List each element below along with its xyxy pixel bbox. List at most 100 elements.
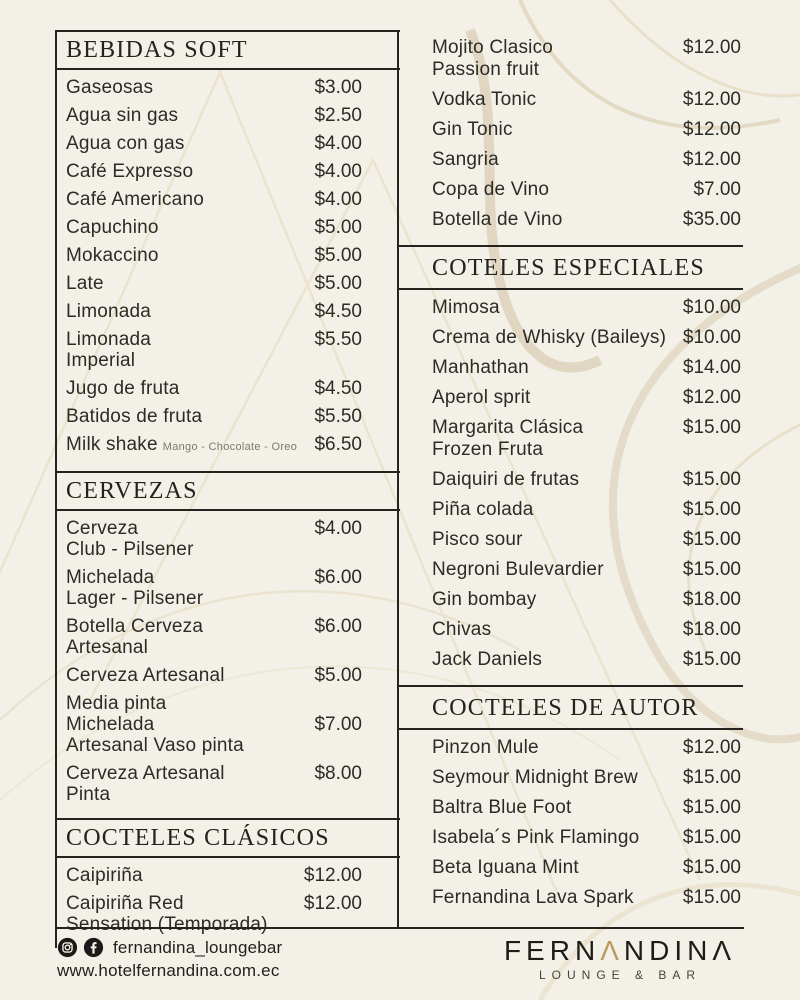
item-price: $12.00 [682, 119, 741, 140]
item-name-text: Beta Iguana Mint [432, 857, 579, 878]
item-price: $5.00 [314, 273, 362, 294]
item-name-text: Jugo de fruta [66, 378, 180, 399]
menu-section: Mojito Clasico Passion fruit $12.00 Vodka … [399, 30, 743, 245]
item-name-text: Sangria [432, 149, 499, 170]
item-price: $12.00 [682, 737, 741, 758]
item-name: Cerveza Artesanal [66, 665, 225, 686]
item-note: Mango - Chocolate - Oreo [162, 441, 298, 453]
section-items: Mimosa $10.00 Crema de Whisky (Baileys) $10… [399, 290, 743, 685]
item-name-text: Vodka Tonic [432, 89, 537, 110]
menu-item: Pisco sour $15.00 [399, 529, 743, 551]
item-price: $15.00 [682, 649, 741, 670]
brand-subtitle: LOUNGE & BAR [538, 968, 702, 982]
item-name-text: Piña colada [432, 499, 534, 520]
section-items: Gaseosas $3.00 Agua sin gas $2.50 Agua con g… [57, 70, 400, 471]
website-url: www.hotelfernandina.com.ec [57, 961, 280, 980]
item-price: $15.00 [682, 417, 741, 438]
item-price: $7.00 [693, 179, 741, 200]
section-title: CERVEZAS [57, 471, 400, 511]
item-name-text: Daiquiri de frutas [432, 469, 580, 490]
menu-item: Mojito Clasico Passion fruit $12.00 [399, 37, 743, 81]
menu-item: Baltra Blue Foot $15.00 [399, 797, 743, 819]
section-title: COTELES ESPECIALES [399, 245, 743, 290]
menu-item: Cerveza Club - Pilsener $4.00 [57, 518, 400, 560]
item-price: $5.00 [314, 217, 362, 238]
item-name-text: Aperol sprit [432, 387, 531, 408]
item-price: $10.00 [682, 327, 741, 348]
item-name-text: Milk shake [66, 434, 158, 455]
item-name-text: Mimosa [432, 297, 500, 318]
social-row: fernandina_loungebar [57, 937, 282, 958]
menu-item: Seymour Midnight Brew $15.00 [399, 767, 743, 789]
menu-item: Capuchino $5.00 [57, 217, 400, 238]
item-name: Copa de Vino [432, 179, 549, 201]
item-price: $18.00 [682, 619, 741, 640]
item-name-text: Margarita Clásica Frozen Fruta [432, 417, 584, 460]
item-price: $4.50 [314, 301, 362, 322]
item-price: $12.00 [303, 865, 362, 886]
menu-item: Mokaccino $5.00 [57, 245, 400, 266]
item-price: $12.00 [303, 893, 362, 914]
item-name: Limonada Imperial [66, 329, 151, 371]
brand-wordmark: FERNΛNDINΛ [495, 935, 745, 967]
menu-section: COCTELES CLÁSICOS Caipiriña $12.00 Caipiriñ… [57, 818, 400, 948]
item-price: $12.00 [682, 387, 741, 408]
menu-item: Caipiriña Red Sensation (Temporada) $12.0… [57, 893, 400, 935]
item-name-text: Manhathan [432, 357, 529, 378]
item-name: Cerveza Club - Pilsener [66, 518, 194, 560]
item-name: Negroni Bulevardier [432, 559, 604, 581]
menu-section: COCTELES DE AUTOR Pinzon Mule $12.00 Seymou… [399, 685, 743, 923]
menu-item: Jugo de fruta $4.50 [57, 378, 400, 399]
section-items: Cerveza Club - Pilsener $4.00 Michelada La… [57, 511, 400, 818]
item-name: Jack Daniels [432, 649, 542, 671]
item-name: Café Expresso [66, 161, 193, 182]
menu-item: Chivas $18.00 [399, 619, 743, 641]
item-name-text: Crema de Whisky (Baileys) [432, 327, 667, 348]
footer-contact: fernandina_loungebar www.hotelfernandina… [57, 937, 282, 981]
facebook-icon [83, 937, 104, 958]
item-price: $15.00 [682, 797, 741, 818]
menu-item: Café Americano $4.00 [57, 189, 400, 210]
item-name-text: Botella de Vino [432, 209, 563, 230]
brand-logo: FERNΛNDINΛ LOUNGE & BAR [495, 935, 745, 982]
item-name-text: Jack Daniels [432, 649, 543, 670]
menu-section: BEBIDAS SOFT Gaseosas $3.00 Agua sin gas $2.… [57, 30, 400, 471]
item-price: $12.00 [682, 37, 741, 58]
item-name: Gin bombay [432, 589, 536, 611]
item-name-text: Agua con gas [66, 133, 185, 154]
menu-item: Negroni Bulevardier $15.00 [399, 559, 743, 581]
item-name: Margarita Clásica Frozen Fruta [432, 417, 583, 461]
item-name-text: Caipiriña [66, 865, 143, 886]
item-name-text: Caipiriña Red Sensation (Temporada) [66, 893, 268, 935]
item-price: $15.00 [682, 827, 741, 848]
menu-item: Crema de Whisky (Baileys) $10.00 [399, 327, 743, 349]
menu-item: Aperol sprit $12.00 [399, 387, 743, 409]
item-name-text: Cerveza Artesanal [66, 665, 225, 686]
instagram-icon [57, 937, 78, 958]
section-title: COCTELES DE AUTOR [399, 685, 743, 730]
menu-item: Agua con gas $4.00 [57, 133, 400, 154]
item-name: Agua sin gas [66, 105, 178, 126]
item-name: Manhathan [432, 357, 529, 379]
logo-text: NDIN [623, 935, 713, 966]
item-price: $4.50 [314, 378, 362, 399]
item-price: $35.00 [682, 209, 741, 230]
menu-item: Gin Tonic $12.00 [399, 119, 743, 141]
item-name: Jugo de fruta [66, 378, 180, 399]
item-name: Mokaccino [66, 245, 159, 266]
menu-item: Media pinta Michelada Artesanal Vaso pin… [57, 693, 400, 756]
item-name: Beta Iguana Mint [432, 857, 579, 879]
item-price: $12.00 [682, 149, 741, 170]
item-name: Michelada Lager - Pilsener [66, 567, 203, 609]
item-name: Botella Cerveza Artesanal [66, 616, 203, 658]
menu-item: Gin bombay $18.00 [399, 589, 743, 611]
item-name-text: Batidos de fruta [66, 406, 203, 427]
item-price: $15.00 [682, 469, 741, 490]
item-name: Crema de Whisky (Baileys) [432, 327, 666, 349]
item-price: $8.00 [314, 763, 362, 784]
item-price: $15.00 [682, 559, 741, 580]
menu-item: Limonada Imperial $5.50 [57, 329, 400, 371]
menu-item: Vodka Tonic $12.00 [399, 89, 743, 111]
item-name: Late [66, 273, 104, 294]
menu-item: Copa de Vino $7.00 [399, 179, 743, 201]
